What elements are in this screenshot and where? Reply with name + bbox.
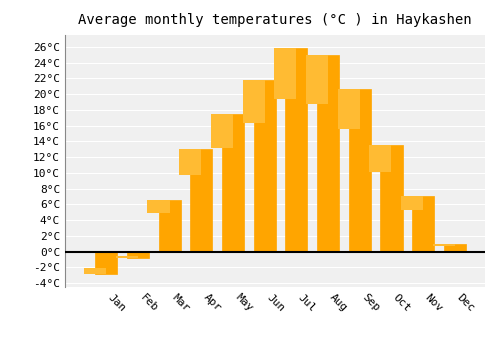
Bar xyxy=(95,252,118,274)
Bar xyxy=(401,196,423,210)
Bar xyxy=(317,55,339,252)
Bar xyxy=(444,244,466,252)
Bar xyxy=(127,252,149,258)
Title: Average monthly temperatures (°C ) in Haykashen: Average monthly temperatures (°C ) in Ha… xyxy=(78,13,472,27)
Bar xyxy=(348,89,371,252)
Bar xyxy=(222,114,244,252)
Bar xyxy=(380,145,402,252)
Bar xyxy=(179,149,202,175)
Bar xyxy=(158,200,180,252)
Bar xyxy=(274,48,296,99)
Bar xyxy=(254,80,276,252)
Bar xyxy=(286,48,308,252)
Bar xyxy=(84,268,106,274)
Bar xyxy=(432,244,455,246)
Bar xyxy=(306,55,328,104)
Bar xyxy=(148,200,170,213)
Bar xyxy=(190,149,212,252)
Bar xyxy=(211,114,233,148)
Bar xyxy=(412,196,434,252)
Bar xyxy=(116,256,138,258)
Bar xyxy=(370,145,392,172)
Bar xyxy=(242,80,264,123)
Bar xyxy=(338,89,360,129)
